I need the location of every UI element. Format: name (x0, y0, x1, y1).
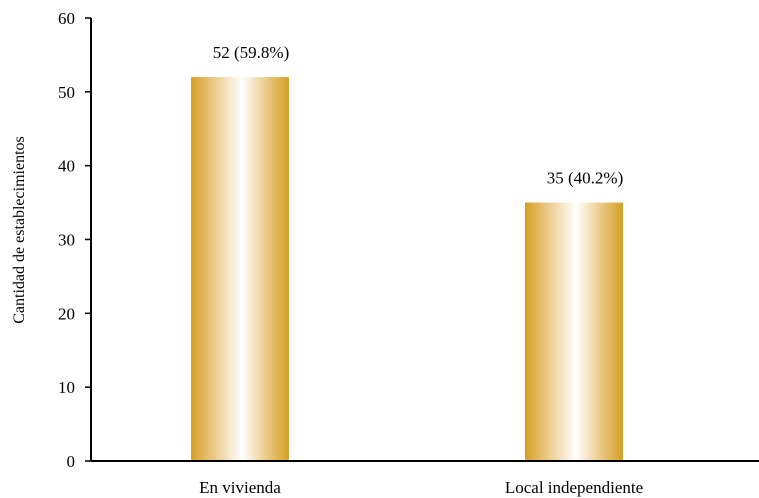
bar-value-label: 52 (59.8%) (213, 43, 289, 62)
y-tick-label: 40 (58, 157, 75, 176)
y-tick-label: 50 (58, 83, 75, 102)
y-axis-title: Cantidad de establecimientos (11, 136, 28, 324)
y-tick-label: 0 (67, 452, 76, 471)
y-tick-label: 20 (58, 304, 75, 323)
y-axis-ticks: 0 10 20 30 40 50 60 (58, 9, 91, 471)
bar (525, 202, 623, 462)
x-category-label: En vivienda (199, 478, 281, 497)
y-tick-label: 60 (58, 9, 75, 28)
bars (191, 77, 623, 462)
data-labels: 52 (59.8%) 35 (40.2%) (213, 43, 623, 188)
bar (191, 77, 289, 462)
y-tick-label: 10 (58, 378, 75, 397)
x-category-label: Local independiente (505, 478, 643, 497)
x-axis-labels: En vivienda Local independiente (199, 478, 643, 497)
bar-value-label: 35 (40.2%) (547, 169, 623, 188)
y-tick-label: 30 (58, 231, 75, 250)
